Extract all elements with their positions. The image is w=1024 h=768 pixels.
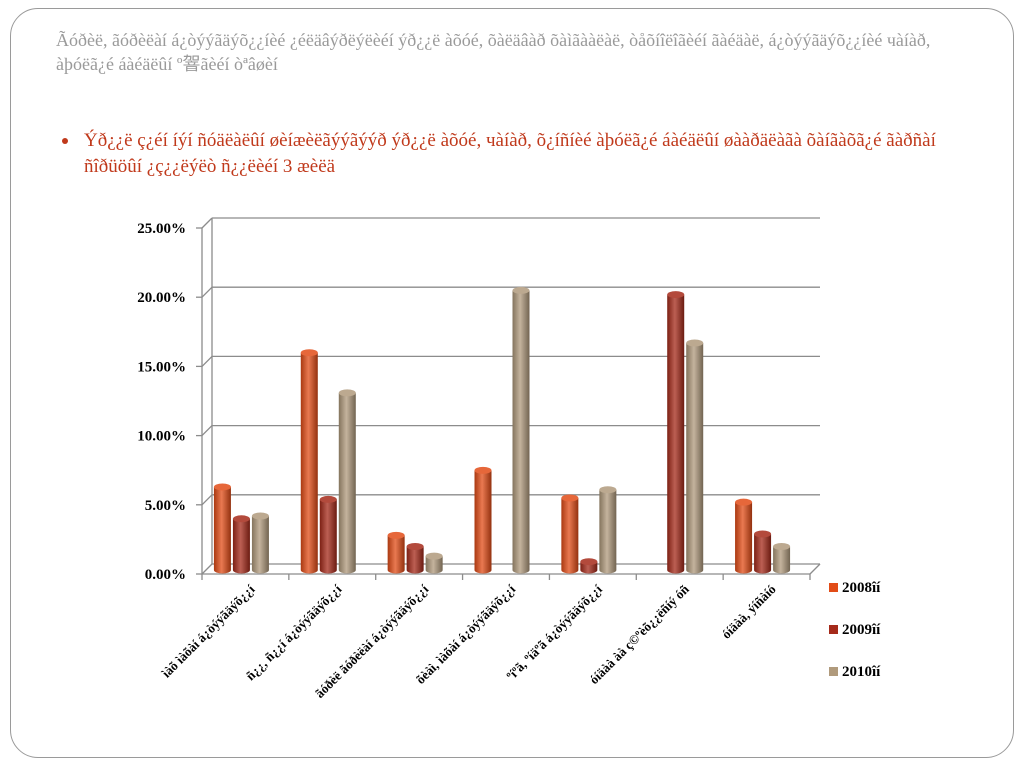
bar [667,294,685,574]
bar [686,343,704,574]
legend-swatch [829,667,838,676]
bullet-text: Ýð¿¿ë ç¿éí íýí ñóäëàëûí øèíæèëãýýãýýð ýð… [84,130,936,177]
bar-top [425,552,443,560]
bar [773,546,791,574]
x-tick-label: óíäàà, ýíñàíó [719,582,779,642]
slide-frame [10,8,1014,758]
bar-top [735,498,753,506]
bar-top [580,558,598,566]
bar-top [300,349,318,357]
bar [512,290,530,574]
y-tick-label: 0.00% [145,567,186,583]
bar-top [754,530,772,538]
y-tick-label: 15.00% [137,359,186,375]
bar [319,499,337,574]
gridline-side [201,217,213,229]
bar-top [686,339,704,347]
bar-top [667,291,685,299]
y-tick-label: 5.00% [145,498,186,514]
y-tick-label: 20.00% [137,290,186,306]
bar-top [773,542,791,550]
gridline-side [201,425,213,437]
legend-swatch [829,583,838,592]
bar [338,392,356,574]
bar [406,546,424,574]
legend-label: 2008îí [842,580,881,596]
slide-title: Ãóðèë, ãóðèëàí á¿òýýãäýõ¿¿íèé ¿éëäâýðëýë… [56,30,931,74]
gridline-side [201,494,213,506]
bar-top [232,515,250,523]
x-tick-label: ñ¿¿, ñ¿¿í á¿òýýãäýõ¿¿í [243,581,345,683]
x-tick-label: õèàì, ìàõàí á¿òýýãäýõ¿¿í [413,581,519,687]
bullet-dot-icon [62,138,68,144]
bar [300,352,318,574]
y-tick-label: 25.00% [137,221,186,237]
bar-top [319,495,337,503]
bar [474,470,492,574]
x-tick-label: ºíºã, ºíäºã á¿òýýãäýõ¿¿í [503,581,605,683]
bar-top [251,512,269,520]
x-tick-label: óíäàà àà ç©ºèõ¿¿ëñíý óñ [586,581,692,687]
bar [754,534,772,574]
bar-top [512,286,530,294]
bar [599,489,617,574]
bar-top [599,486,617,494]
bullet-point: Ýð¿¿ë ç¿éí íýí ñóäëàëûí øèíæèëãýýãýýð ýð… [62,128,982,180]
bar [213,486,231,574]
legend-swatch [829,625,838,634]
gridline-side [201,355,213,367]
x-tick-label: ìàõ ìàõàí á¿òýýãäýõ¿¿í [158,581,258,681]
bar-top [406,542,424,550]
bar [251,516,269,574]
legend-label: 2010îí [842,664,881,680]
floor-edge [809,563,821,575]
bar [387,535,405,574]
bar [425,556,443,574]
legend-label: 2009îí [842,622,881,638]
gridline-side [201,563,213,575]
bar-top [387,531,405,539]
bar [232,518,250,574]
bar-top [474,466,492,474]
bar-top [213,483,231,491]
bar-top [338,389,356,397]
bar-top [561,494,579,502]
bar [561,498,579,574]
bar [735,502,753,574]
gridline-side [201,286,213,298]
y-tick-label: 10.00% [137,429,186,445]
